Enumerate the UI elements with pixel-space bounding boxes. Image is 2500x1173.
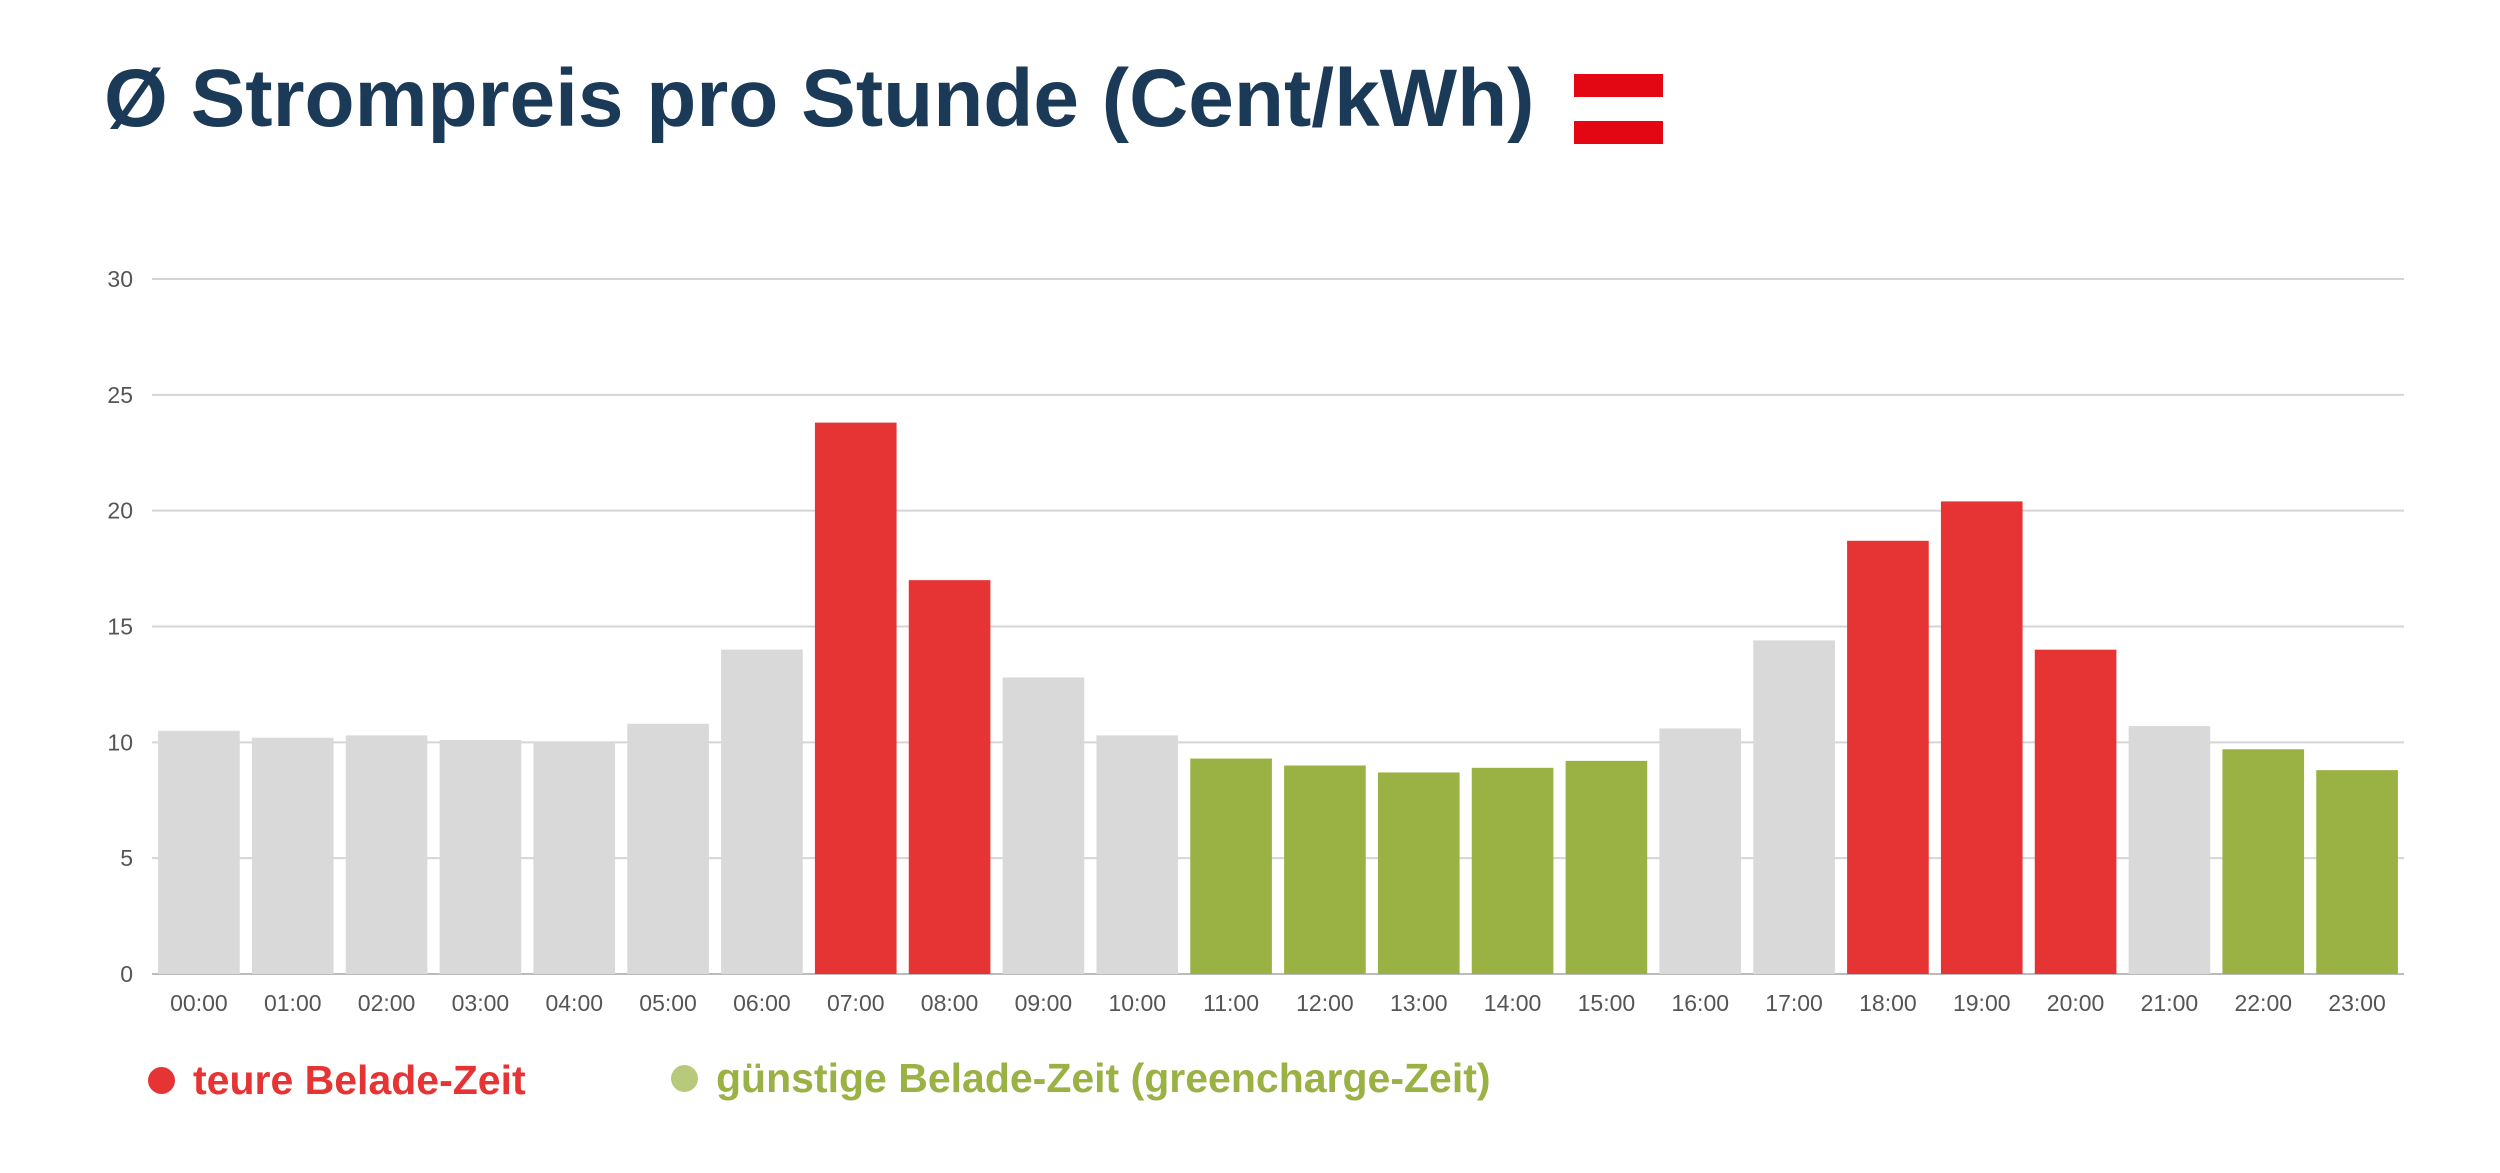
bar <box>1377 772 1460 974</box>
y-tick-label: 15 <box>107 614 133 640</box>
legend-label-expensive: teure Belade-Zeit <box>193 1057 526 1103</box>
x-tick-label: 04:00 <box>545 990 603 1016</box>
x-tick-label: 00:00 <box>170 990 228 1016</box>
legend-label-cheap: günstige Belade-Zeit (greencharge-Zeit) <box>716 1055 1491 1101</box>
bar <box>908 580 991 974</box>
bar <box>814 422 897 975</box>
x-tick-label: 02:00 <box>358 990 416 1016</box>
x-tick-label: 07:00 <box>827 990 885 1016</box>
bar <box>1659 728 1742 974</box>
bar <box>627 723 709 974</box>
bar <box>439 740 522 974</box>
x-tick-label: 13:00 <box>1390 990 1448 1016</box>
y-tick-label: 25 <box>107 382 133 408</box>
x-tick-label: 16:00 <box>1671 990 1729 1016</box>
bar <box>1096 735 1179 974</box>
x-tick-label: 17:00 <box>1765 990 1823 1016</box>
y-tick-label: 20 <box>107 498 133 524</box>
x-tick-label: 20:00 <box>2047 990 2105 1016</box>
x-tick-label: 15:00 <box>1578 990 1636 1016</box>
bar <box>2222 749 2305 974</box>
austria-flag-icon <box>1574 74 1663 144</box>
bar <box>158 730 240 974</box>
y-tick-label: 0 <box>120 961 133 987</box>
x-tick-label: 22:00 <box>2234 990 2292 1016</box>
x-tick-label: 10:00 <box>1108 990 1166 1016</box>
legend-item-cheap: günstige Belade-Zeit (greencharge-Zeit) <box>671 1058 1491 1099</box>
bar <box>533 742 616 974</box>
x-tick-label: 08:00 <box>921 990 979 1016</box>
x-tick-label: 12:00 <box>1296 990 1354 1016</box>
bar <box>721 649 803 974</box>
bar <box>251 737 334 974</box>
bar <box>1565 760 1648 974</box>
chart-title: Ø Strompreis pro Stunde (Cent/kWh) <box>104 53 1535 144</box>
x-tick-label: 09:00 <box>1015 990 1073 1016</box>
bar <box>1847 540 1929 974</box>
y-tick-label: 5 <box>120 845 133 871</box>
x-tick-label: 14:00 <box>1484 990 1542 1016</box>
x-tick-label: 06:00 <box>733 990 791 1016</box>
x-tick-label: 11:00 <box>1203 990 1259 1016</box>
legend-item-expensive: teure Belade-Zeit <box>148 1060 526 1101</box>
x-tick-label: 05:00 <box>639 990 697 1016</box>
bar <box>1753 640 1835 974</box>
y-tick-label: 30 <box>107 266 133 292</box>
y-tick-label: 10 <box>107 729 133 755</box>
x-tick-label: 01:00 <box>264 990 322 1016</box>
legend-dot-expensive <box>148 1067 175 1094</box>
bar <box>1190 758 1272 974</box>
x-tick-label: 19:00 <box>1953 990 2011 1016</box>
x-tick-label: 03:00 <box>452 990 510 1016</box>
bar <box>1284 765 1366 974</box>
bar <box>345 735 428 974</box>
x-tick-label: 23:00 <box>2328 990 2386 1016</box>
x-tick-label: 21:00 <box>2141 990 2199 1016</box>
bar <box>1471 767 1554 974</box>
bar <box>2316 770 2398 974</box>
bar <box>1940 501 2023 974</box>
x-tick-label: 18:00 <box>1859 990 1917 1016</box>
bar <box>1002 677 1085 974</box>
bar <box>2128 726 2211 974</box>
bar <box>2034 649 2117 974</box>
legend-dot-cheap <box>671 1065 698 1092</box>
